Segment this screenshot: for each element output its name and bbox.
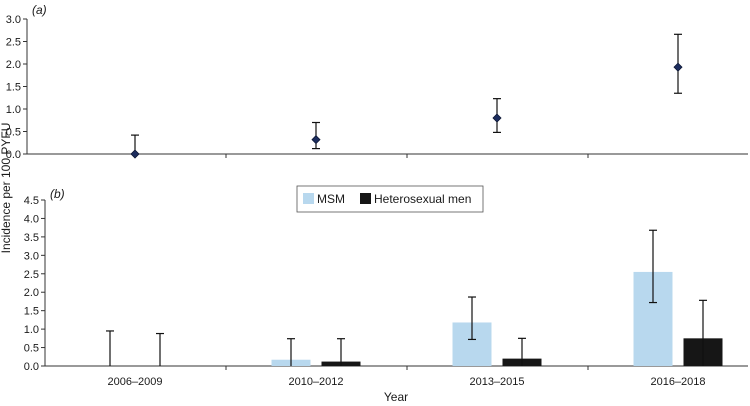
x-tick-label: 2006–2009 (107, 376, 162, 388)
panel-b-y-tick-label: 0.0 (24, 361, 39, 373)
panel-a-x-ticks (225, 154, 589, 158)
panel-b-label: (b) (50, 187, 65, 201)
panel-a: (a) 0.0 0.5 1.0 1.5 2.0 2.5 3.0 (6, 3, 748, 161)
panel-b-y-tick-label: 2.5 (24, 269, 39, 281)
panel-b: (b) 0.0 0.5 1.0 1.5 2.0 2.5 3.0 3.5 4.0 4.5 2006–… (24, 185, 748, 388)
panel-b-y-tick-label: 1.0 (24, 324, 39, 336)
x-tick-label: 2013–2015 (469, 376, 524, 388)
panel-b-y-tick-label: 2.0 (24, 287, 39, 299)
x-tick-label: 2016–2018 (650, 376, 705, 388)
panel-a-y-tick-label: 0.5 (6, 127, 21, 139)
panel-b-x-ticks (225, 366, 589, 370)
panel-a-y-tick-label: 0.0 (6, 149, 21, 161)
panel-a-y-tick-label: 2.5 (6, 37, 21, 49)
panel-a-y-tick-label: 1.0 (6, 104, 21, 116)
panel-a-y-tick-label: 1.5 (6, 82, 21, 94)
panel-a-point (130, 149, 140, 159)
y-axis-title: Incidence per 100 PYFU (0, 123, 13, 254)
panel-a-point (492, 113, 502, 123)
panel-b-y-tick-label: 4.0 (24, 213, 39, 225)
legend-label-msm: MSM (317, 192, 345, 206)
legend-box (296, 185, 484, 213)
panel-b-y-tick-label: 1.5 (24, 306, 39, 318)
panel-b-y-tick-label: 0.5 (24, 343, 39, 355)
legend-swatch-heterosexual-men (360, 193, 371, 204)
panel-a-point (311, 135, 321, 145)
panel-b-y-tick-label: 4.5 (24, 195, 39, 207)
x-axis-title: Year (384, 390, 408, 404)
legend-swatch-msm (303, 193, 314, 204)
panel-b-x-tick-labels: 2006–2009 2010–2012 2013–2015 2016–2018 (107, 376, 705, 388)
panel-a-label: (a) (32, 3, 47, 17)
panel-b-y-tick-label: 3.0 (24, 250, 39, 262)
panel-a-y-tick-label: 3.0 (6, 14, 21, 26)
legend-label-heterosexual-men: Heterosexual men (374, 192, 471, 206)
panel-a-marks (130, 33, 683, 159)
panel-a-y-ticks: 0.0 0.5 1.0 1.5 2.0 2.5 3.0 (6, 14, 27, 161)
panel-b-y-ticks: 0.0 0.5 1.0 1.5 2.0 2.5 3.0 3.5 4.0 4.5 (24, 195, 45, 373)
legend: MSM Heterosexual men (296, 185, 484, 213)
panel-b-y-tick-label: 3.5 (24, 232, 39, 244)
x-tick-label: 2010–2012 (288, 376, 343, 388)
panel-a-point (673, 62, 683, 72)
panel-a-y-tick-label: 2.0 (6, 59, 21, 71)
panel-b-marks (106, 229, 723, 366)
